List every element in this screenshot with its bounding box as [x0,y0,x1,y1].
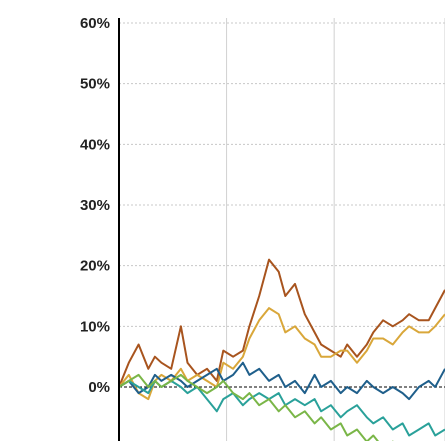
y-axis-tick-labels: 60% 50% 40% 30% 20% 10% 0% -10% [75,15,110,441]
y-tick-label: 30% [80,197,110,214]
y-tick-label: 50% [80,76,110,93]
y-tick-label: 60% [80,15,110,32]
y-tick-label: 10% [80,318,110,335]
series-layer [118,258,445,441]
series-line-5 [118,373,394,441]
series-line-1 [118,258,445,388]
series-line-3 [118,361,445,401]
series-line-2 [118,307,445,401]
y-tick-label: 0% [88,379,110,396]
y-tick-label: 40% [80,136,110,153]
y-tick-label: 20% [80,258,110,275]
y-tick-label: -10% [75,440,110,441]
vertical-gridlines [226,18,445,441]
series-line-4 [118,379,445,437]
